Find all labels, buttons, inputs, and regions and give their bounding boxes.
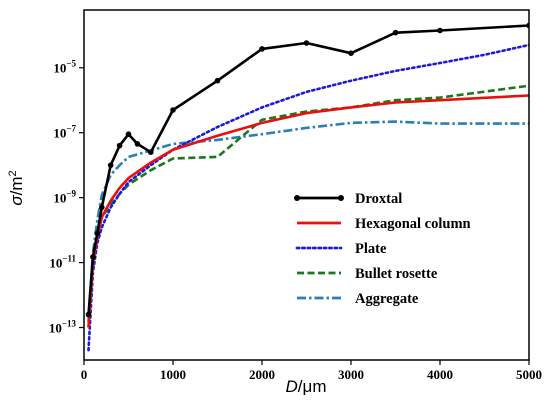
x-tick-label: 2000 <box>249 367 275 382</box>
data-point <box>107 162 114 168</box>
legend-label-hexagonal-column: Hexagonal column <box>355 216 471 232</box>
y-axis-label-italic: σ <box>7 195 26 206</box>
legend-marker <box>294 195 300 201</box>
y-axis-label-sup: 2 <box>7 170 19 176</box>
series-line-aggregate <box>87 120 529 322</box>
data-point <box>259 46 265 52</box>
x-tick-label: 0 <box>81 367 88 382</box>
legend-label-aggregate: Aggregate <box>355 291 419 307</box>
plot-frame <box>83 9 530 361</box>
data-point <box>85 311 92 318</box>
series-line-bullet-rosette <box>87 84 529 328</box>
data-point <box>94 230 101 237</box>
x-axis-label-italic: D <box>286 377 298 396</box>
x-tick-label: 1000 <box>160 367 186 382</box>
data-point <box>437 27 443 34</box>
data-point <box>90 254 96 260</box>
data-point <box>303 40 310 46</box>
series-line-droxtal <box>87 24 529 315</box>
y-tick-label: 10−9 <box>53 189 76 206</box>
legend-label-plate: Plate <box>355 241 387 257</box>
y-axis-label-rest: /m <box>7 176 26 195</box>
data-point <box>148 149 154 155</box>
data-point <box>214 77 221 84</box>
data-point <box>125 131 132 137</box>
x-axis-label: D/μm <box>286 377 327 396</box>
y-tick-label: 10−7 <box>53 124 76 141</box>
data-point <box>170 107 176 113</box>
legend-label-bullet-rosette: Bullet rosette <box>355 266 438 282</box>
legend-marker <box>338 195 344 201</box>
y-axis-label: σ/m2 <box>7 170 26 205</box>
series-line-hexagonal-column <box>87 94 529 328</box>
x-axis-label-rest: /μm <box>298 377 327 396</box>
y-tick-label: 10−13 <box>49 319 77 336</box>
data-point <box>392 29 399 36</box>
data-point <box>134 141 141 147</box>
x-tick-label: 3000 <box>338 367 364 382</box>
ticks-layer: 0 1000 2000 3000 4000 5000 10−13 10−11 10−9 10−7 1… <box>49 59 542 382</box>
y-tick-label: 10−11 <box>49 254 76 271</box>
data-point <box>348 50 354 56</box>
legend: Droxtal Hexagonal column Plate Bullet roset… <box>294 191 471 307</box>
y-tick-label: 10−5 <box>53 59 76 76</box>
data-point <box>99 204 105 211</box>
series-layer <box>85 22 529 352</box>
data-point <box>116 142 123 149</box>
x-tick-label: 5000 <box>516 367 542 382</box>
legend-label-droxtal: Droxtal <box>355 191 402 207</box>
x-tick-label: 4000 <box>427 367 453 382</box>
